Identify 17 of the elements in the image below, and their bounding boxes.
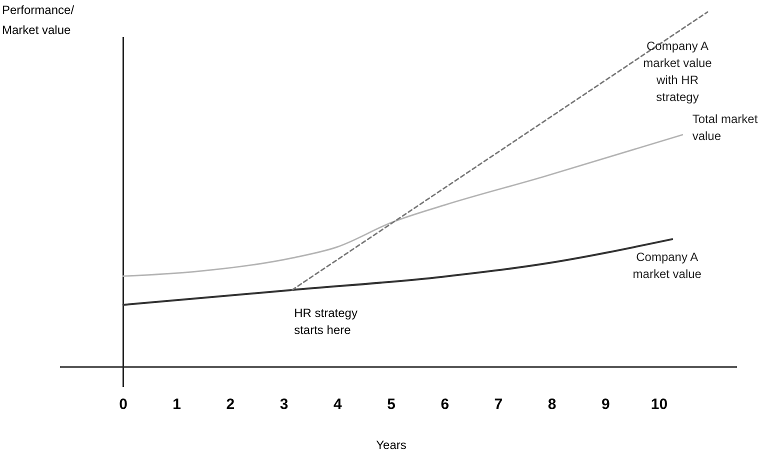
x-tick-label: 3	[280, 396, 288, 413]
series-label: Company A market value with HR strategy	[643, 39, 712, 104]
annotation: HR strategy starts here	[294, 306, 358, 337]
x-tick-label: 2	[226, 396, 235, 413]
x-tick-label: 7	[494, 396, 503, 413]
x-tick-label: 1	[172, 396, 182, 413]
y-axis-title: Performance/ Market value	[2, 3, 75, 37]
x-tick-label: 8	[548, 396, 556, 413]
x-tick-label: 9	[602, 396, 610, 413]
x-tick-label: 5	[387, 396, 396, 413]
x-tick-label: 10	[650, 396, 668, 413]
series-label: Total market value	[692, 112, 758, 143]
x-tick-label: 4	[333, 396, 342, 413]
x-tick-label: 6	[440, 396, 450, 413]
x-tick-label: 0	[119, 396, 128, 413]
x-axis-title: Years	[376, 438, 406, 452]
series-label: Company A market value	[632, 250, 702, 282]
